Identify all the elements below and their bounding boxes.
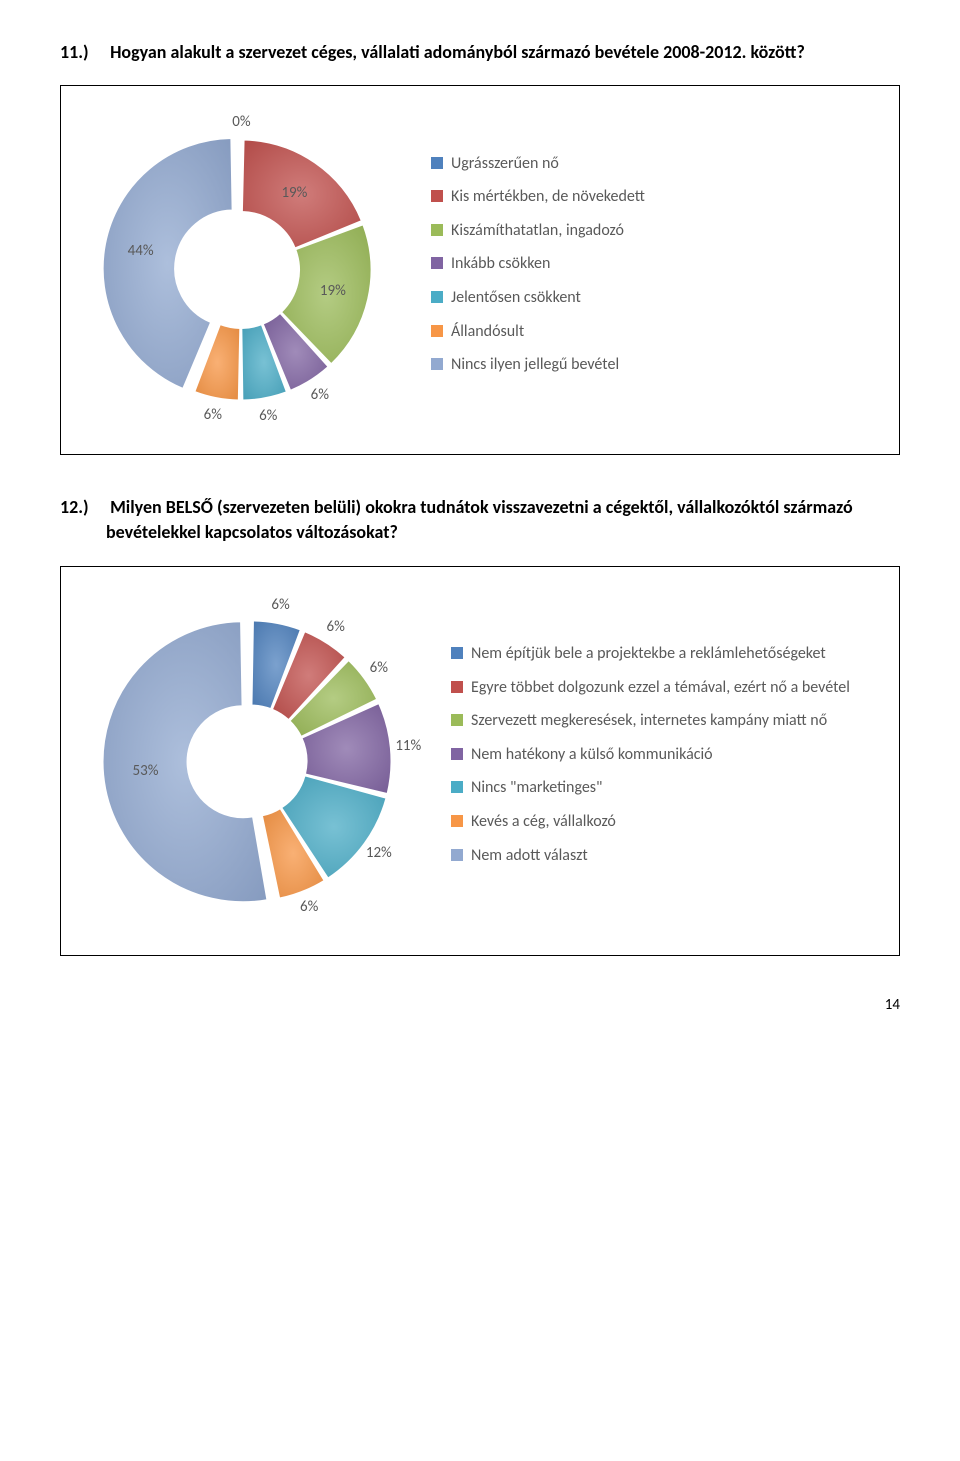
legend-item: Jelentősen csökkent (431, 287, 879, 309)
legend-text: Nem építjük bele a projektekbe a rekláml… (471, 643, 826, 665)
legend-item: Nem hatékony a külső kommunikáció (451, 744, 879, 766)
chart-1-box: 0%19%19%6%6%6%44% Ugrásszerűen nő Kis mér… (60, 85, 900, 455)
legend-item: Nem építjük bele a projektekbe a rekláml… (451, 643, 879, 665)
legend-text: Ugrásszerűen nő (451, 153, 559, 175)
legend-swatch (451, 681, 463, 693)
chart-1-legend: Ugrásszerűen nő Kis mértékben, de növeked… (431, 153, 879, 388)
legend-item: Kevés a cég, vállalkozó (451, 811, 879, 833)
legend-text: Szervezett megkeresések, internetes kamp… (471, 710, 827, 732)
legend-text: Állandósult (451, 321, 524, 343)
chart-1-donut: 0%19%19%6%6%6%44% (81, 110, 401, 430)
legend-swatch (431, 224, 443, 236)
question-1-heading: 11.) Hogyan alakult a szervezet céges, v… (106, 40, 900, 65)
legend-item: Inkább csökken (431, 253, 879, 275)
legend-swatch (451, 748, 463, 760)
question-2-number: 12.) (60, 495, 106, 520)
legend-text: Nincs "marketinges" (471, 777, 602, 799)
question-1-text: Hogyan alakult a szervezet céges, vállal… (110, 41, 805, 63)
legend-item: Nem adott választ (451, 845, 879, 867)
legend-item: Nincs ilyen jellegű bevétel (431, 354, 879, 376)
chart-2-box: 6%6%6%11%12%6%53% Nem építjük bele a pro… (60, 566, 900, 956)
legend-swatch (431, 325, 443, 337)
legend-swatch (431, 190, 443, 202)
legend-text: Nincs ilyen jellegű bevétel (451, 354, 619, 376)
page-number: 14 (60, 996, 900, 1014)
legend-item: Ugrásszerűen nő (431, 153, 879, 175)
legend-text: Jelentősen csökkent (451, 287, 581, 309)
legend-text: Kiszámíthatatlan, ingadozó (451, 220, 624, 242)
legend-text: Inkább csökken (451, 253, 550, 275)
legend-item: Kis mértékben, de növekedett (431, 186, 879, 208)
legend-swatch (431, 291, 443, 303)
legend-text: Kevés a cég, vállalkozó (471, 811, 616, 833)
legend-swatch (431, 157, 443, 169)
legend-swatch (451, 714, 463, 726)
legend-item: Nincs "marketinges" (451, 777, 879, 799)
legend-item: Kiszámíthatatlan, ingadozó (431, 220, 879, 242)
chart-2-donut: 6%6%6%11%12%6%53% (81, 591, 421, 931)
legend-swatch (431, 257, 443, 269)
legend-item: Szervezett megkeresések, internetes kamp… (451, 710, 879, 732)
question-2-heading: 12.) Milyen BELSŐ (szervezeten belüli) o… (106, 495, 900, 545)
legend-swatch (431, 358, 443, 370)
legend-text: Egyre többet dolgozunk ezzel a témával, … (471, 677, 850, 699)
legend-swatch (451, 781, 463, 793)
legend-swatch (451, 647, 463, 659)
legend-text: Nem adott választ (471, 845, 588, 867)
legend-item: Állandósult (431, 321, 879, 343)
legend-text: Nem hatékony a külső kommunikáció (471, 744, 713, 766)
donut-slice (103, 621, 267, 901)
question-2-text: Milyen BELSŐ (szervezeten belüli) okokra… (106, 496, 853, 543)
chart-2-legend: Nem építjük bele a projektekbe a rekláml… (451, 643, 879, 878)
legend-item: Egyre többet dolgozunk ezzel a témával, … (451, 677, 879, 699)
legend-swatch (451, 815, 463, 827)
question-1-number: 11.) (60, 40, 106, 65)
legend-text: Kis mértékben, de növekedett (451, 186, 645, 208)
legend-swatch (451, 849, 463, 861)
